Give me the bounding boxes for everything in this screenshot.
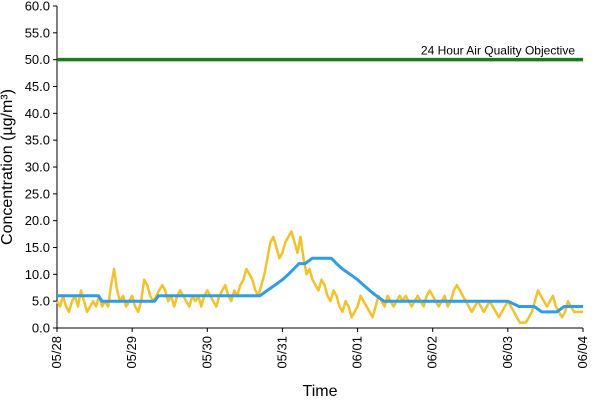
y-tick-label: 30.0 [25,160,50,175]
x-tick-label: 05/29 [124,336,139,369]
y-tick-label: 5.0 [32,294,50,309]
x-tick-label: 05/28 [49,336,64,369]
x-tick-label: 06/03 [500,336,515,369]
x-tick-label: 06/02 [425,336,440,369]
y-tick-label: 50.0 [25,52,50,67]
y-tick-label: 20.0 [25,213,50,228]
y-tick-label: 0.0 [32,321,50,336]
series-layer [55,57,583,324]
x-tick-label: 05/30 [199,336,214,369]
x-tick-label: 05/31 [274,336,289,369]
x-tick-label: 06/01 [350,336,365,369]
y-tick-label: 25.0 [25,186,50,201]
y-axis-label: Concentration (µg/m³) [0,89,16,245]
y-tick-label: 55.0 [25,25,50,40]
axes: 0.0 5.0 10.0 15.0 20.0 25.0 30.0 35.0 40.0 45.0 50… [25,0,590,369]
y-tick-label: 40.0 [25,106,50,121]
y-ticks: 0.0 5.0 10.0 15.0 20.0 25.0 30.0 35.0 40.0 45.0 50… [25,0,57,336]
hourly-series-line [55,230,583,324]
y-tick-label: 10.0 [25,267,50,282]
x-ticks: 05/28 05/29 05/30 05/31 06/01 06/02 06/03 06/04 [49,328,590,369]
rolling-average-series-line [57,256,583,314]
y-tick-label: 35.0 [25,133,50,148]
x-tick-label: 06/04 [575,336,590,369]
y-tick-label: 60.0 [25,0,50,14]
x-axis-label: Time [303,383,338,400]
y-tick-label: 15.0 [25,240,50,255]
objective-label: 24 Hour Air Quality Objective [421,44,575,58]
y-tick-label: 45.0 [25,79,50,94]
